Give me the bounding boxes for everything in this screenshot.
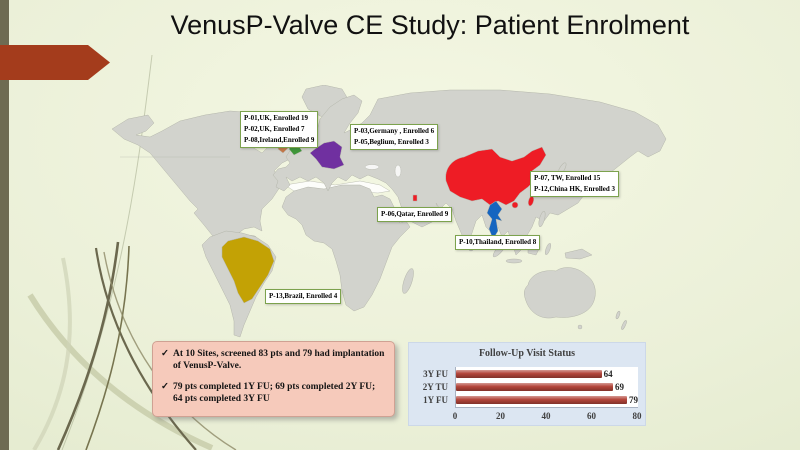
chart-bar-row: 69 [456,381,638,392]
chart-category-label: 2Y TU [422,381,448,392]
map-callout-uk-ireland: P-01,UK, Enrolled 19 P-02,UK, Enrolled 7 P… [240,111,319,148]
north-america-shape [111,110,301,282]
callout-line: P-05,Beglium, Enrolled 3 [354,137,429,146]
thailand-shape [486,200,503,240]
chart-category-label: 3Y FU [423,368,448,379]
left-accent-bar [0,0,9,450]
new-zealand-south-shape [621,320,627,330]
callout-line: P-12,China HK, Enrolled 3 [534,184,615,193]
slide-title: VenusP-Valve CE Study: Patient Enrolment [170,10,690,40]
chart-x-tick: 80 [632,411,642,421]
hong-kong-shape [511,201,519,209]
chart-bar-value: 69 [614,381,624,392]
callout-line: P-02,UK, Enrolled 7 [244,124,305,133]
philippines-shape [538,210,546,228]
map-callout-thailand: P-10,Thailand, Enrolled 8 [455,235,541,250]
sulawesi-shape [544,243,552,255]
map-callout-qatar: P-06,Qatar, Enrolled 9 [377,207,453,222]
map-callout-taiwan-china-hk: P-07, TW, Enrolled 15 P-12,China HK, Enro… [530,171,619,197]
chart-bar [456,382,613,391]
java-shape [505,258,523,264]
map-callout-germany-belgium: P-03,Germany , Enrolled 6 P-05,Beglium, E… [350,124,439,150]
callout-line: P-07, TW, Enrolled 15 [534,174,601,182]
callout-line: P-10,Thailand, Enrolled 8 [459,238,537,246]
new-guinea-shape [564,248,593,260]
summary-box: ✓ At 10 Sites, screened 83 pts and 79 ha… [152,341,395,417]
brazil-shape [221,236,275,304]
followup-chart: Follow-Up Visit Status 3Y FU 2Y TU 1Y FU 6… [408,342,646,426]
chart-x-axis: 0 20 40 60 80 [452,411,642,423]
summary-text: At 10 Sites, screened 83 pts and 79 had … [172,349,385,371]
chart-bar [456,369,602,378]
chart-plot-area: 64 69 79 [455,367,638,408]
madagascar-shape [402,268,414,294]
chart-x-tick: 40 [541,411,551,421]
chart-bar-value: 64 [603,368,613,379]
chart-bar-row: 79 [456,395,638,406]
chart-category-label: 1Y FU [423,395,448,406]
tasmania-shape [577,324,583,330]
australia-shape [524,267,596,319]
germany-belgium-shape [309,140,345,170]
callout-line: P-01,UK, Enrolled 19 [244,114,309,122]
callout-line: P-08,Ireland,Enrolled 9 [244,135,315,144]
summary-item: ✓ At 10 Sites, screened 83 pts and 79 ha… [161,349,386,373]
qatar-shape [412,194,418,202]
chart-x-tick: 60 [587,411,596,421]
summary-text: 79 pts completed 1Y FU; 69 pts completed… [172,381,376,404]
black-sea-shape [364,164,380,170]
summary-item: ✓ 79 pts completed 1Y FU; 69 pts complet… [161,382,386,406]
chart-bar [456,396,627,405]
world-map: P-01,UK, Enrolled 19 P-02,UK, Enrolled 7 P… [110,85,690,345]
chart-category-labels: 3Y FU 2Y TU 1Y FU [409,367,453,407]
callout-line: P-06,Qatar, Enrolled 9 [381,210,449,218]
new-zealand-north-shape [615,310,621,320]
chart-bar-row: 64 [456,368,638,379]
chart-x-tick: 20 [496,411,505,421]
chart-bar-value: 79 [629,395,638,406]
caspian-sea-shape [394,164,402,178]
red-arrow-accent [0,45,110,80]
callout-line: P-13,Brazil, Enrolled 4 [269,292,338,300]
checkmark-icon: ✓ [161,349,169,359]
chart-x-tick: 0 [452,411,458,421]
chart-title: Follow-Up Visit Status [478,348,576,359]
callout-line: P-03,Germany , Enrolled 6 [354,127,435,135]
checkmark-icon: ✓ [161,381,169,392]
map-callout-brazil: P-13,Brazil, Enrolled 4 [265,289,342,304]
